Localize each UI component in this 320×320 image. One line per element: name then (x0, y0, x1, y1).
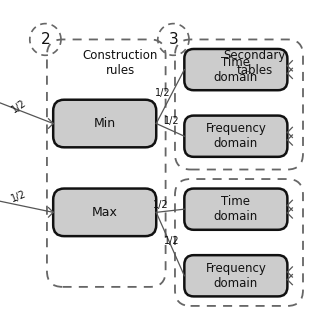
Text: 1/2: 1/2 (164, 236, 180, 246)
Text: Frequency
domain: Frequency domain (205, 262, 266, 290)
Text: 1/2: 1/2 (164, 116, 180, 126)
Text: 1/2: 1/2 (9, 98, 28, 115)
Text: Min: Min (94, 117, 116, 130)
Text: Time
domain: Time domain (214, 195, 258, 223)
Text: Frequency
domain: Frequency domain (205, 122, 266, 150)
FancyBboxPatch shape (53, 188, 156, 236)
Text: 1/2: 1/2 (155, 88, 171, 98)
Text: 2: 2 (41, 32, 50, 47)
Text: Secondary
tables: Secondary tables (223, 49, 285, 77)
Text: Construction
rules: Construction rules (83, 49, 158, 77)
FancyBboxPatch shape (184, 116, 287, 157)
FancyBboxPatch shape (184, 255, 287, 296)
FancyBboxPatch shape (53, 100, 156, 147)
FancyBboxPatch shape (184, 49, 287, 90)
Text: 1/2: 1/2 (9, 189, 28, 204)
Text: 1/2: 1/2 (153, 200, 169, 210)
FancyBboxPatch shape (184, 188, 287, 230)
Text: Time
domain: Time domain (214, 56, 258, 84)
Text: 3: 3 (169, 32, 178, 47)
Text: Max: Max (92, 206, 118, 219)
